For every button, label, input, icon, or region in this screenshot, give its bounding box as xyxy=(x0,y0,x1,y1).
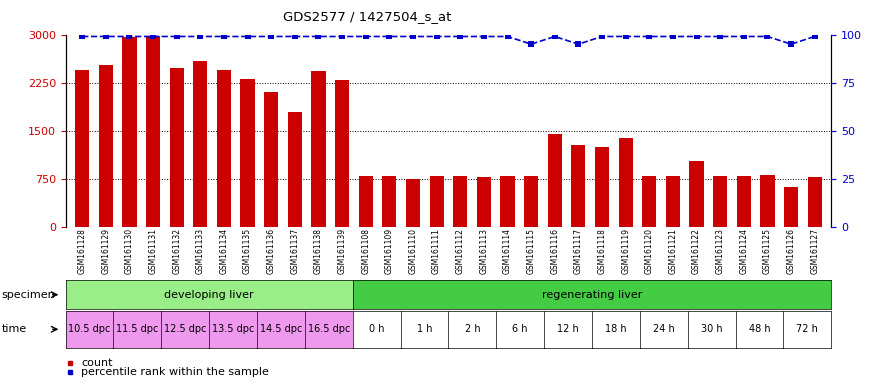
Bar xyxy=(619,138,633,227)
Bar xyxy=(548,134,562,227)
Text: 0 h: 0 h xyxy=(369,324,384,334)
Bar xyxy=(170,68,184,227)
Bar xyxy=(571,145,585,227)
Text: percentile rank within the sample: percentile rank within the sample xyxy=(81,367,270,377)
Text: 12.5 dpc: 12.5 dpc xyxy=(164,324,206,334)
Bar xyxy=(524,176,538,227)
Text: 1 h: 1 h xyxy=(416,324,432,334)
Text: developing liver: developing liver xyxy=(164,290,254,300)
Bar xyxy=(737,176,751,227)
Bar xyxy=(406,179,420,227)
Bar xyxy=(75,70,89,227)
Text: 48 h: 48 h xyxy=(749,324,770,334)
Text: 18 h: 18 h xyxy=(606,324,626,334)
Text: 6 h: 6 h xyxy=(513,324,528,334)
Bar xyxy=(595,147,609,227)
Bar xyxy=(146,36,160,227)
Text: 16.5 dpc: 16.5 dpc xyxy=(308,324,350,334)
Bar xyxy=(193,61,207,227)
Text: 11.5 dpc: 11.5 dpc xyxy=(116,324,158,334)
Text: GDS2577 / 1427504_s_at: GDS2577 / 1427504_s_at xyxy=(284,10,452,23)
Text: time: time xyxy=(2,324,27,334)
Bar xyxy=(642,176,656,227)
Bar xyxy=(430,176,444,227)
Bar xyxy=(99,65,113,227)
Text: 2 h: 2 h xyxy=(465,324,480,334)
Bar xyxy=(713,176,727,227)
Bar xyxy=(123,37,136,227)
Text: 14.5 dpc: 14.5 dpc xyxy=(260,324,302,334)
Bar xyxy=(690,161,704,227)
Bar xyxy=(312,71,326,227)
Bar xyxy=(453,176,467,227)
Text: 30 h: 30 h xyxy=(701,324,723,334)
Text: count: count xyxy=(81,358,113,368)
Text: 12 h: 12 h xyxy=(557,324,579,334)
Bar xyxy=(760,175,774,227)
Text: 13.5 dpc: 13.5 dpc xyxy=(212,324,255,334)
Bar xyxy=(217,70,231,227)
Bar xyxy=(784,187,798,227)
Bar xyxy=(264,92,278,227)
Text: regenerating liver: regenerating liver xyxy=(542,290,642,300)
Bar xyxy=(666,176,680,227)
Bar xyxy=(241,79,255,227)
Bar xyxy=(477,177,491,227)
Bar xyxy=(500,176,514,227)
Text: specimen: specimen xyxy=(2,290,55,300)
Text: 24 h: 24 h xyxy=(653,324,675,334)
Text: 72 h: 72 h xyxy=(796,324,818,334)
Text: 10.5 dpc: 10.5 dpc xyxy=(68,324,111,334)
Bar xyxy=(335,80,349,227)
Bar xyxy=(382,176,396,227)
Bar xyxy=(808,177,822,227)
Bar xyxy=(359,176,373,227)
Bar xyxy=(288,112,302,227)
